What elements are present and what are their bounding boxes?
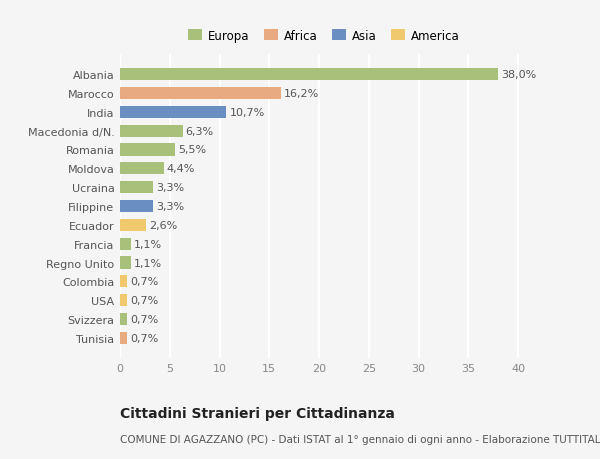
Bar xyxy=(120,219,146,231)
Text: 0,7%: 0,7% xyxy=(130,277,158,287)
Bar xyxy=(120,201,153,213)
Text: 5,5%: 5,5% xyxy=(178,145,206,155)
Bar xyxy=(120,182,153,194)
Text: COMUNE DI AGAZZANO (PC) - Dati ISTAT al 1° gennaio di ogni anno - Elaborazione T: COMUNE DI AGAZZANO (PC) - Dati ISTAT al … xyxy=(120,434,600,444)
Bar xyxy=(120,332,127,344)
Text: 16,2%: 16,2% xyxy=(284,89,319,99)
Text: 3,3%: 3,3% xyxy=(156,183,184,193)
Text: 3,3%: 3,3% xyxy=(156,202,184,212)
Bar xyxy=(120,88,281,100)
Text: 10,7%: 10,7% xyxy=(229,107,265,118)
Text: 0,7%: 0,7% xyxy=(130,296,158,306)
Text: 0,7%: 0,7% xyxy=(130,314,158,325)
Legend: Europa, Africa, Asia, America: Europa, Africa, Asia, America xyxy=(185,26,463,46)
Bar xyxy=(120,294,127,307)
Text: 0,7%: 0,7% xyxy=(130,333,158,343)
Text: 1,1%: 1,1% xyxy=(134,239,162,249)
Bar xyxy=(120,125,182,137)
Bar xyxy=(120,257,131,269)
Text: 1,1%: 1,1% xyxy=(134,258,162,268)
Bar xyxy=(120,313,127,325)
Bar xyxy=(120,106,226,119)
Bar xyxy=(120,276,127,288)
Text: 6,3%: 6,3% xyxy=(185,126,214,136)
Text: 4,4%: 4,4% xyxy=(167,164,195,174)
Bar xyxy=(120,69,498,81)
Bar xyxy=(120,144,175,156)
Text: 2,6%: 2,6% xyxy=(149,220,177,230)
Text: 38,0%: 38,0% xyxy=(501,70,536,80)
Text: Cittadini Stranieri per Cittadinanza: Cittadini Stranieri per Cittadinanza xyxy=(120,406,395,420)
Bar xyxy=(120,163,164,175)
Bar xyxy=(120,238,131,250)
